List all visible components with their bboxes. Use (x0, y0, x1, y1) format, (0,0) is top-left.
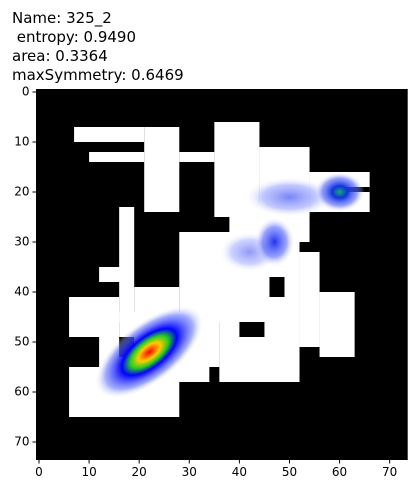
axes-frame (36, 89, 408, 460)
x-tick-label: 0 (35, 465, 43, 479)
x-tick-label: 60 (332, 465, 347, 479)
x-tick-label: 10 (81, 465, 96, 479)
title-line: area: 0.3364 (12, 47, 108, 65)
y-tick-label: 20 (14, 185, 29, 199)
y-tick-label: 50 (14, 335, 29, 349)
x-tick-label: 50 (282, 465, 297, 479)
y-tick-label: 30 (14, 235, 29, 249)
x-tick-label: 20 (132, 465, 147, 479)
y-tick-label: 70 (14, 435, 29, 449)
y-tick-label: 40 (14, 285, 29, 299)
image (36, 89, 408, 460)
x-tick-label: 70 (382, 465, 397, 479)
y-tick-label: 0 (22, 85, 30, 99)
y-tick-label: 60 (14, 385, 29, 399)
title-line: maxSymmetry: 0.6469 (12, 66, 184, 84)
x-tick-label: 30 (182, 465, 197, 479)
y-tick-label: 10 (14, 135, 29, 149)
title-line: Name: 325_2 (12, 9, 112, 28)
title-line: entropy: 0.9490 (12, 28, 136, 46)
x-tick-label: 40 (232, 465, 247, 479)
